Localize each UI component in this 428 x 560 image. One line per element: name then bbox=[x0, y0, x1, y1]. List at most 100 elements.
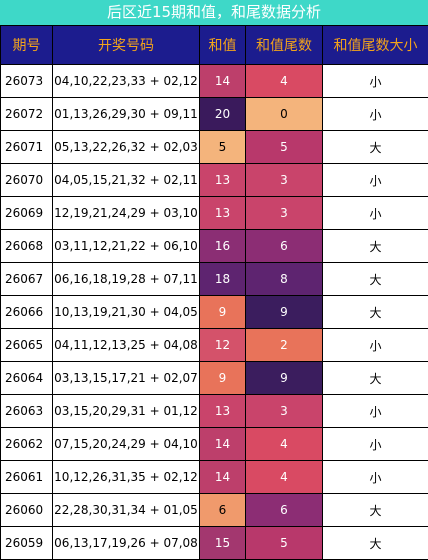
tail-size-cell: 大 bbox=[323, 131, 428, 164]
tail-cell: 9 bbox=[246, 362, 323, 395]
tail-size-cell: 小 bbox=[323, 395, 428, 428]
numbers-cell: 22,28,30,31,34 + 01,05 bbox=[53, 494, 200, 527]
sum-cell: 9 bbox=[200, 362, 246, 395]
numbers-cell: 06,16,18,19,28 + 07,11 bbox=[53, 263, 200, 296]
tail-size-cell: 小 bbox=[323, 65, 428, 98]
tail-cell: 6 bbox=[246, 230, 323, 263]
tail-cell: 5 bbox=[246, 131, 323, 164]
sum-cell: 14 bbox=[200, 428, 246, 461]
sum-cell: 9 bbox=[200, 296, 246, 329]
numbers-cell: 06,13,17,19,26 + 07,08 bbox=[53, 527, 200, 560]
numbers-cell: 04,05,15,21,32 + 02,11 bbox=[53, 164, 200, 197]
sum-cell: 20 bbox=[200, 98, 246, 131]
tail-size-cell: 小 bbox=[323, 197, 428, 230]
issue-cell: 26073 bbox=[1, 65, 53, 98]
issue-cell: 26059 bbox=[1, 527, 53, 560]
sum-cell: 5 bbox=[200, 131, 246, 164]
tail-size-cell: 小 bbox=[323, 461, 428, 494]
tail-size-cell: 大 bbox=[323, 362, 428, 395]
issue-cell: 26071 bbox=[1, 131, 53, 164]
header-cell: 期号 bbox=[1, 26, 53, 65]
tail-size-cell: 小 bbox=[323, 329, 428, 362]
numbers-cell: 10,12,26,31,35 + 02,12 bbox=[53, 461, 200, 494]
issue-cell: 26062 bbox=[1, 428, 53, 461]
tail-cell: 2 bbox=[246, 329, 323, 362]
tail-size-cell: 大 bbox=[323, 296, 428, 329]
tail-cell: 5 bbox=[246, 527, 323, 560]
tail-cell: 3 bbox=[246, 164, 323, 197]
sum-cell: 18 bbox=[200, 263, 246, 296]
tail-cell: 4 bbox=[246, 65, 323, 98]
numbers-cell: 10,13,19,21,30 + 04,05 bbox=[53, 296, 200, 329]
issue-cell: 26063 bbox=[1, 395, 53, 428]
tail-size-cell: 大 bbox=[323, 230, 428, 263]
header-cell: 和值尾数大小 bbox=[323, 26, 428, 65]
tail-size-cell: 大 bbox=[323, 494, 428, 527]
sum-cell: 13 bbox=[200, 164, 246, 197]
tail-cell: 3 bbox=[246, 197, 323, 230]
tail-cell: 6 bbox=[246, 494, 323, 527]
tail-cell: 8 bbox=[246, 263, 323, 296]
header-row: 期号开奖号码和值和值尾数和值尾数大小 bbox=[1, 26, 428, 65]
issue-cell: 26069 bbox=[1, 197, 53, 230]
sum-cell: 14 bbox=[200, 461, 246, 494]
tail-cell: 4 bbox=[246, 428, 323, 461]
sum-cell: 13 bbox=[200, 197, 246, 230]
issue-cell: 26064 bbox=[1, 362, 53, 395]
tail-cell: 9 bbox=[246, 296, 323, 329]
numbers-cell: 04,11,12,13,25 + 04,08 bbox=[53, 329, 200, 362]
issue-cell: 26066 bbox=[1, 296, 53, 329]
header-cell: 开奖号码 bbox=[53, 26, 200, 65]
numbers-cell: 01,13,26,29,30 + 09,11 bbox=[53, 98, 200, 131]
tail-size-cell: 大 bbox=[323, 527, 428, 560]
issue-cell: 26072 bbox=[1, 98, 53, 131]
tail-cell: 3 bbox=[246, 395, 323, 428]
sum-cell: 6 bbox=[200, 494, 246, 527]
header-cell: 和值 bbox=[200, 26, 246, 65]
numbers-cell: 03,11,12,21,22 + 06,10 bbox=[53, 230, 200, 263]
numbers-cell: 03,13,15,17,21 + 02,07 bbox=[53, 362, 200, 395]
issue-cell: 26070 bbox=[1, 164, 53, 197]
numbers-cell: 03,15,20,29,31 + 01,12 bbox=[53, 395, 200, 428]
tail-cell: 4 bbox=[246, 461, 323, 494]
title: 后区近15期和值，和尾数据分析 bbox=[0, 0, 428, 25]
header-cell: 和值尾数 bbox=[246, 26, 323, 65]
sum-cell: 15 bbox=[200, 527, 246, 560]
numbers-cell: 12,19,21,24,29 + 03,10 bbox=[53, 197, 200, 230]
tail-cell: 0 bbox=[246, 98, 323, 131]
sum-cell: 12 bbox=[200, 329, 246, 362]
numbers-cell: 05,13,22,26,32 + 02,03 bbox=[53, 131, 200, 164]
numbers-cell: 07,15,20,24,29 + 04,10 bbox=[53, 428, 200, 461]
tail-size-cell: 小 bbox=[323, 164, 428, 197]
tail-size-cell: 大 bbox=[323, 263, 428, 296]
tail-size-cell: 小 bbox=[323, 428, 428, 461]
numbers-cell: 04,10,22,23,33 + 02,12 bbox=[53, 65, 200, 98]
tail-size-cell: 小 bbox=[323, 98, 428, 131]
issue-cell: 26068 bbox=[1, 230, 53, 263]
issue-cell: 26065 bbox=[1, 329, 53, 362]
sum-cell: 13 bbox=[200, 395, 246, 428]
issue-cell: 26067 bbox=[1, 263, 53, 296]
issue-cell: 26061 bbox=[1, 461, 53, 494]
issue-cell: 26060 bbox=[1, 494, 53, 527]
sum-cell: 16 bbox=[200, 230, 246, 263]
sum-cell: 14 bbox=[200, 65, 246, 98]
